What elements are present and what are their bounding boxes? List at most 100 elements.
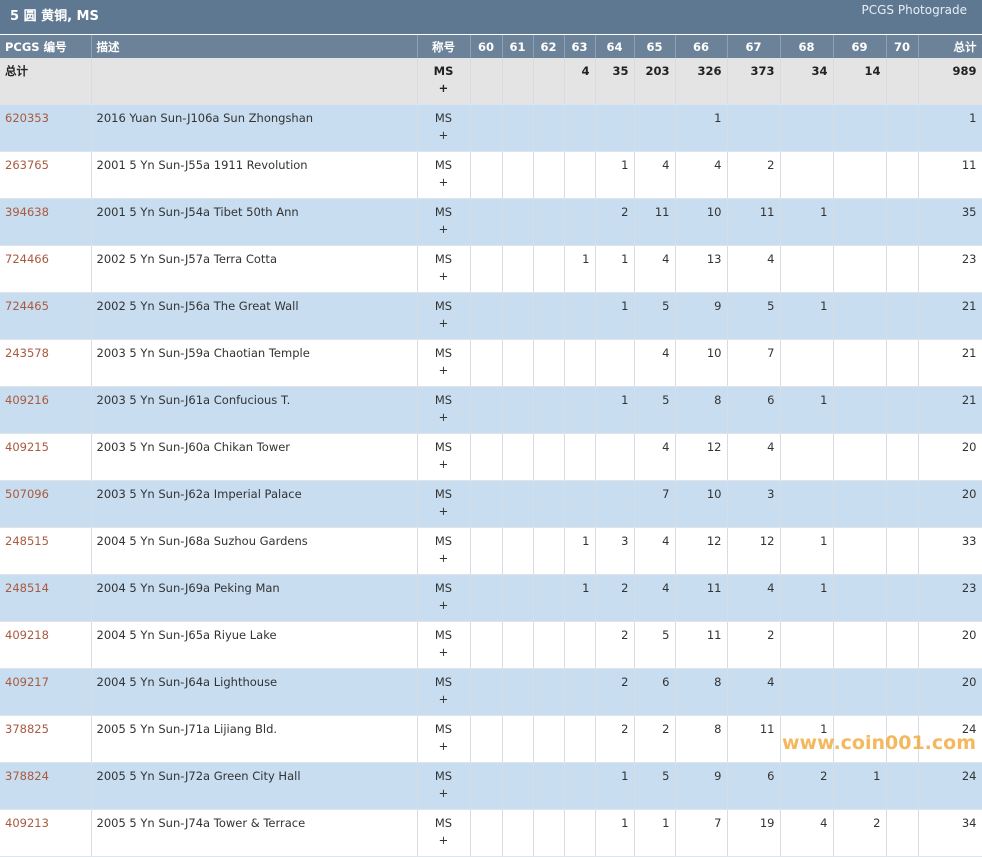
count-cell (886, 104, 919, 152)
grade-cell: MS + (417, 762, 471, 810)
count-cell: 1 (780, 715, 834, 763)
count-cell (886, 292, 919, 340)
count-cell (833, 198, 887, 246)
count-cell: 4 (727, 668, 781, 716)
count-cell (470, 527, 503, 575)
coin-code[interactable]: 409213 (0, 809, 92, 857)
grade: MS (434, 393, 453, 407)
grade-plus: + (438, 692, 449, 706)
count-cell: 2 (595, 715, 635, 763)
grade-cell: MS + (417, 292, 471, 340)
description: 2005 5 Yn Sun-J74a Tower & Terrace (91, 809, 418, 857)
count-cell (502, 386, 534, 434)
data-row: 243578 2003 5 Yn Sun-J59a Chaotian Temple… (0, 339, 982, 387)
count-cell (533, 762, 565, 810)
photograde-link[interactable]: PCGS Photograde (861, 3, 967, 17)
count-cell (564, 151, 596, 199)
grade: MS (434, 111, 453, 125)
count-cell: 1 (780, 574, 834, 622)
data-row: 620353 2016 Yuan Sun-J106a Sun Zhongshan M… (0, 104, 982, 152)
count-cell (780, 151, 834, 199)
grade-plus: + (438, 457, 449, 471)
count-cell (470, 668, 503, 716)
coin-code[interactable]: 243578 (0, 339, 92, 387)
coin-code[interactable]: 409215 (0, 433, 92, 481)
count-cell: 2 (595, 668, 635, 716)
count-cell (595, 339, 635, 387)
coin-code[interactable]: 620353 (0, 104, 92, 152)
count-cell: 1 (564, 527, 596, 575)
coin-code[interactable]: 724465 (0, 292, 92, 340)
count-cell (533, 527, 565, 575)
grade-cell: MS + (417, 621, 471, 669)
data-row: 507096 2003 5 Yn Sun-J62a Imperial Palace… (0, 480, 982, 528)
coin-code[interactable]: 248515 (0, 527, 92, 575)
grade: MS (434, 158, 453, 172)
column-header: 64 (595, 35, 635, 58)
column-header: 70 (886, 35, 919, 58)
count-cell: 1 (595, 292, 635, 340)
count-cell (595, 480, 635, 528)
data-row: 248514 2004 5 Yn Sun-J69a Peking Man MS +1 2… (0, 574, 982, 622)
count-cell (502, 480, 534, 528)
count-cell: 35 (595, 58, 635, 105)
count-cell (533, 809, 565, 857)
grade-cell: MS + (417, 386, 471, 434)
count-cell: 13 (675, 245, 728, 293)
grade-plus: + (438, 504, 449, 518)
grade-cell: MS + (417, 574, 471, 622)
count-cell (502, 292, 534, 340)
count-cell (470, 245, 503, 293)
grade-plus: + (438, 598, 449, 612)
description: 2003 5 Yn Sun-J59a Chaotian Temple (91, 339, 418, 387)
description: 2004 5 Yn Sun-J64a Lighthouse (91, 668, 418, 716)
count-cell: 1 (833, 762, 887, 810)
count-cell (886, 480, 919, 528)
grade-plus: + (438, 128, 449, 142)
data-row: 263765 2001 5 Yn Sun-J55a 1911 Revolution… (0, 151, 982, 199)
count-cell: 1 (780, 386, 834, 434)
count-cell: 7 (727, 339, 781, 387)
count-cell (502, 151, 534, 199)
count-cell (470, 715, 503, 763)
coin-code[interactable]: 248514 (0, 574, 92, 622)
grade-cell: MS + (417, 339, 471, 387)
count-cell (502, 339, 534, 387)
count-cell (502, 809, 534, 857)
coin-code[interactable]: 263765 (0, 151, 92, 199)
count-cell: 5 (634, 386, 676, 434)
count-cell: 1 (595, 762, 635, 810)
count-cell (502, 198, 534, 246)
count-cell (886, 58, 919, 105)
count-cell (833, 386, 887, 434)
column-header: 63 (564, 35, 596, 58)
description: 2004 5 Yn Sun-J69a Peking Man (91, 574, 418, 622)
count-cell (595, 104, 635, 152)
coin-code[interactable]: 378825 (0, 715, 92, 763)
count-cell (533, 480, 565, 528)
description: 2005 5 Yn Sun-J71a Lijiang Bld. (91, 715, 418, 763)
coin-code[interactable]: 378824 (0, 762, 92, 810)
count-cell: 2 (780, 762, 834, 810)
coin-code[interactable]: 409217 (0, 668, 92, 716)
coin-code[interactable]: 409216 (0, 386, 92, 434)
count-cell: 1 (595, 245, 635, 293)
count-cell (470, 151, 503, 199)
count-cell (886, 668, 919, 716)
count-cell (780, 480, 834, 528)
count-cell: 11 (634, 198, 676, 246)
total-cell: 34 (918, 809, 982, 857)
count-cell (886, 386, 919, 434)
total-cell: 989 (918, 58, 982, 105)
grade: MS (434, 299, 453, 313)
count-cell (833, 480, 887, 528)
coin-code[interactable]: 409218 (0, 621, 92, 669)
coin-code[interactable]: 724466 (0, 245, 92, 293)
coin-code[interactable]: 394638 (0, 198, 92, 246)
grade-cell: MS + (417, 809, 471, 857)
grade: MS (434, 205, 453, 219)
coin-code[interactable]: 507096 (0, 480, 92, 528)
column-header: 61 (502, 35, 534, 58)
grade: MS (434, 252, 453, 266)
